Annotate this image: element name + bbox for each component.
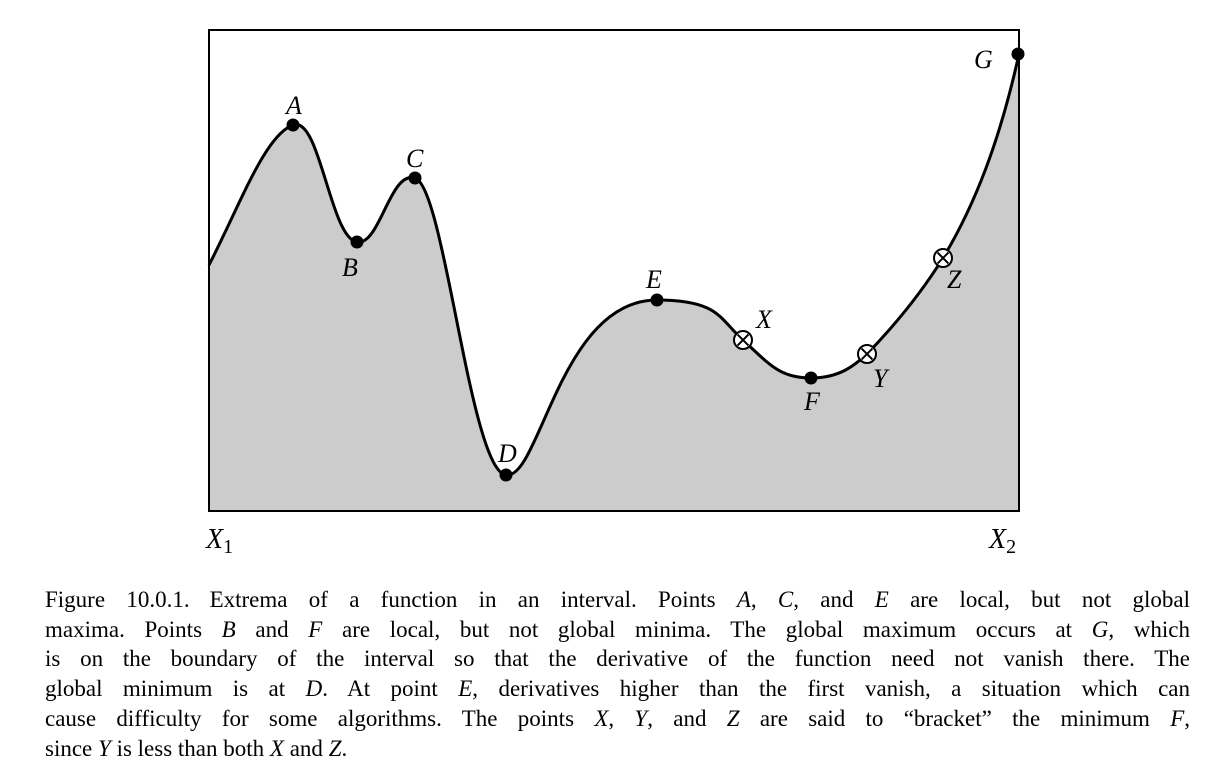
caption-text: since [45, 735, 99, 761]
caption-text: maxima. Points [45, 616, 222, 642]
caption-symbol: X [269, 735, 284, 761]
caption-line: global minimum is at D. At point E, deri… [45, 674, 1190, 704]
label-e: E [645, 265, 662, 294]
caption-symbol: E [874, 587, 889, 612]
caption-text: Extrema of a function in an interval. Po… [209, 587, 737, 612]
figure-caption: Figure 10.0.1. Extrema of a function in a… [45, 585, 1190, 763]
caption-symbol: C [777, 587, 794, 612]
label-z: Z [947, 265, 962, 294]
caption-symbol: Y [98, 735, 111, 761]
point-f-marker [804, 371, 818, 385]
caption-symbol: Z [328, 735, 342, 761]
x2-subscript: 2 [1006, 536, 1016, 558]
label-g: G [974, 45, 993, 74]
point-z-marker [933, 248, 953, 268]
caption-text: , and [647, 705, 727, 731]
point-e-marker [650, 293, 664, 307]
caption-line: Figure 10.0.1. Extrema of a function in a… [45, 585, 1190, 615]
caption-symbol: B [221, 616, 236, 642]
caption-text: , [750, 587, 778, 612]
function-curve [207, 53, 1021, 477]
caption-line: cause difficulty for some algorithms. Th… [45, 704, 1190, 734]
caption-symbol: D [305, 676, 323, 702]
plot-frame [208, 29, 1020, 512]
point-d-marker [499, 468, 513, 482]
caption-text: are local, but not global [888, 587, 1190, 612]
point-g-marker [1011, 47, 1025, 61]
label-y: Y [873, 364, 890, 393]
point-y-marker [857, 344, 877, 364]
caption-symbol: Z [726, 705, 740, 731]
point-c-marker [408, 171, 422, 185]
function-area-fill [209, 54, 1019, 511]
x1-subscript: 1 [223, 536, 233, 558]
point-b-marker [350, 235, 364, 249]
extrema-diagram: A B C D E F G X Y Z X1 X2 [205, 29, 1025, 558]
caption-symbol: F [1170, 705, 1185, 731]
label-c: C [406, 144, 424, 173]
point-a-marker [286, 118, 300, 132]
caption-text: cause difficulty for some algorithms. Th… [45, 705, 595, 731]
caption-symbol: G [1091, 616, 1109, 642]
caption-symbol: E [458, 676, 473, 702]
x1-label: X1 [205, 524, 233, 558]
caption-text: and [235, 616, 309, 642]
caption-symbol: A [736, 587, 751, 612]
caption-text: . [341, 735, 348, 761]
caption-line: is on the boundary of the interval so th… [45, 644, 1190, 674]
caption-text: is less than both [110, 735, 270, 761]
label-a: A [284, 91, 302, 120]
caption-text: is on the boundary of the interval so th… [45, 646, 1190, 672]
x1-letter: X [205, 524, 224, 555]
x2-label: X2 [988, 524, 1016, 558]
caption-text: global minimum is at [45, 676, 306, 702]
caption-text: , derivatives higher than the first vani… [472, 676, 1190, 702]
caption-text: . At point [322, 676, 459, 702]
caption-text: , and [793, 587, 875, 612]
caption-text: and [283, 735, 329, 761]
point-x-marker [733, 330, 753, 350]
caption-text: , which [1108, 616, 1190, 642]
label-f: F [803, 387, 821, 416]
label-d: D [497, 439, 517, 468]
extrema-figure: A B C D E F G X Y Z X1 X2 [205, 29, 1025, 558]
caption-text: are said to “bracket” the minimum [739, 705, 1171, 731]
caption-symbol: X [594, 705, 609, 731]
label-b: B [342, 253, 358, 282]
caption-symbol: F [308, 616, 323, 642]
x2-letter: X [988, 524, 1007, 555]
caption-line: maxima. Points B and F are local, but no… [45, 615, 1190, 645]
caption-line: since Y is less than both X and Z. [45, 734, 1190, 764]
label-x: X [755, 305, 773, 334]
caption-symbol: Y [634, 705, 648, 731]
caption-text: , [1184, 705, 1190, 731]
caption-text: are local, but not global minima. The gl… [322, 616, 1092, 642]
caption-number: Figure 10.0.1. [45, 587, 190, 612]
caption-text: , [608, 705, 635, 731]
